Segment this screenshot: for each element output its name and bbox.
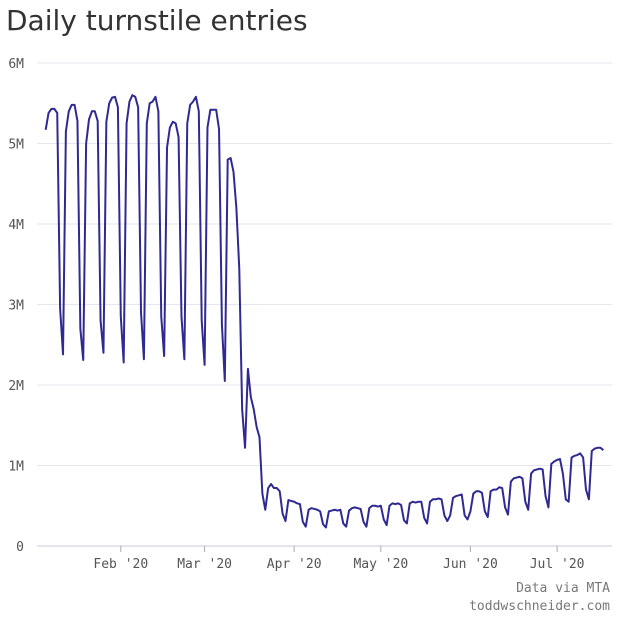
y-tick-label: 6M bbox=[8, 57, 24, 72]
data-line bbox=[44, 94, 604, 529]
y-tick-label: 3M bbox=[8, 299, 24, 314]
x-tick-label: Apr '20 bbox=[267, 557, 322, 572]
chart-title: Daily turnstile entries bbox=[6, 4, 308, 37]
x-tick-label: May '20 bbox=[353, 557, 408, 572]
y-tick-label: 2M bbox=[8, 379, 24, 394]
x-tick-label: Jul '20 bbox=[530, 557, 585, 572]
y-tick-label: 1M bbox=[8, 460, 24, 475]
y-tick-label: 4M bbox=[8, 218, 24, 233]
source-note: Data via MTA bbox=[516, 581, 610, 596]
x-tick-label: Mar '20 bbox=[177, 557, 232, 572]
y-tick-label: 5M bbox=[8, 138, 24, 153]
site-note: toddwschneider.com bbox=[469, 599, 610, 614]
x-tick-label: Feb '20 bbox=[93, 557, 148, 572]
y-tick-label: 0 bbox=[16, 540, 24, 555]
x-tick-label: Jun '20 bbox=[443, 557, 498, 572]
